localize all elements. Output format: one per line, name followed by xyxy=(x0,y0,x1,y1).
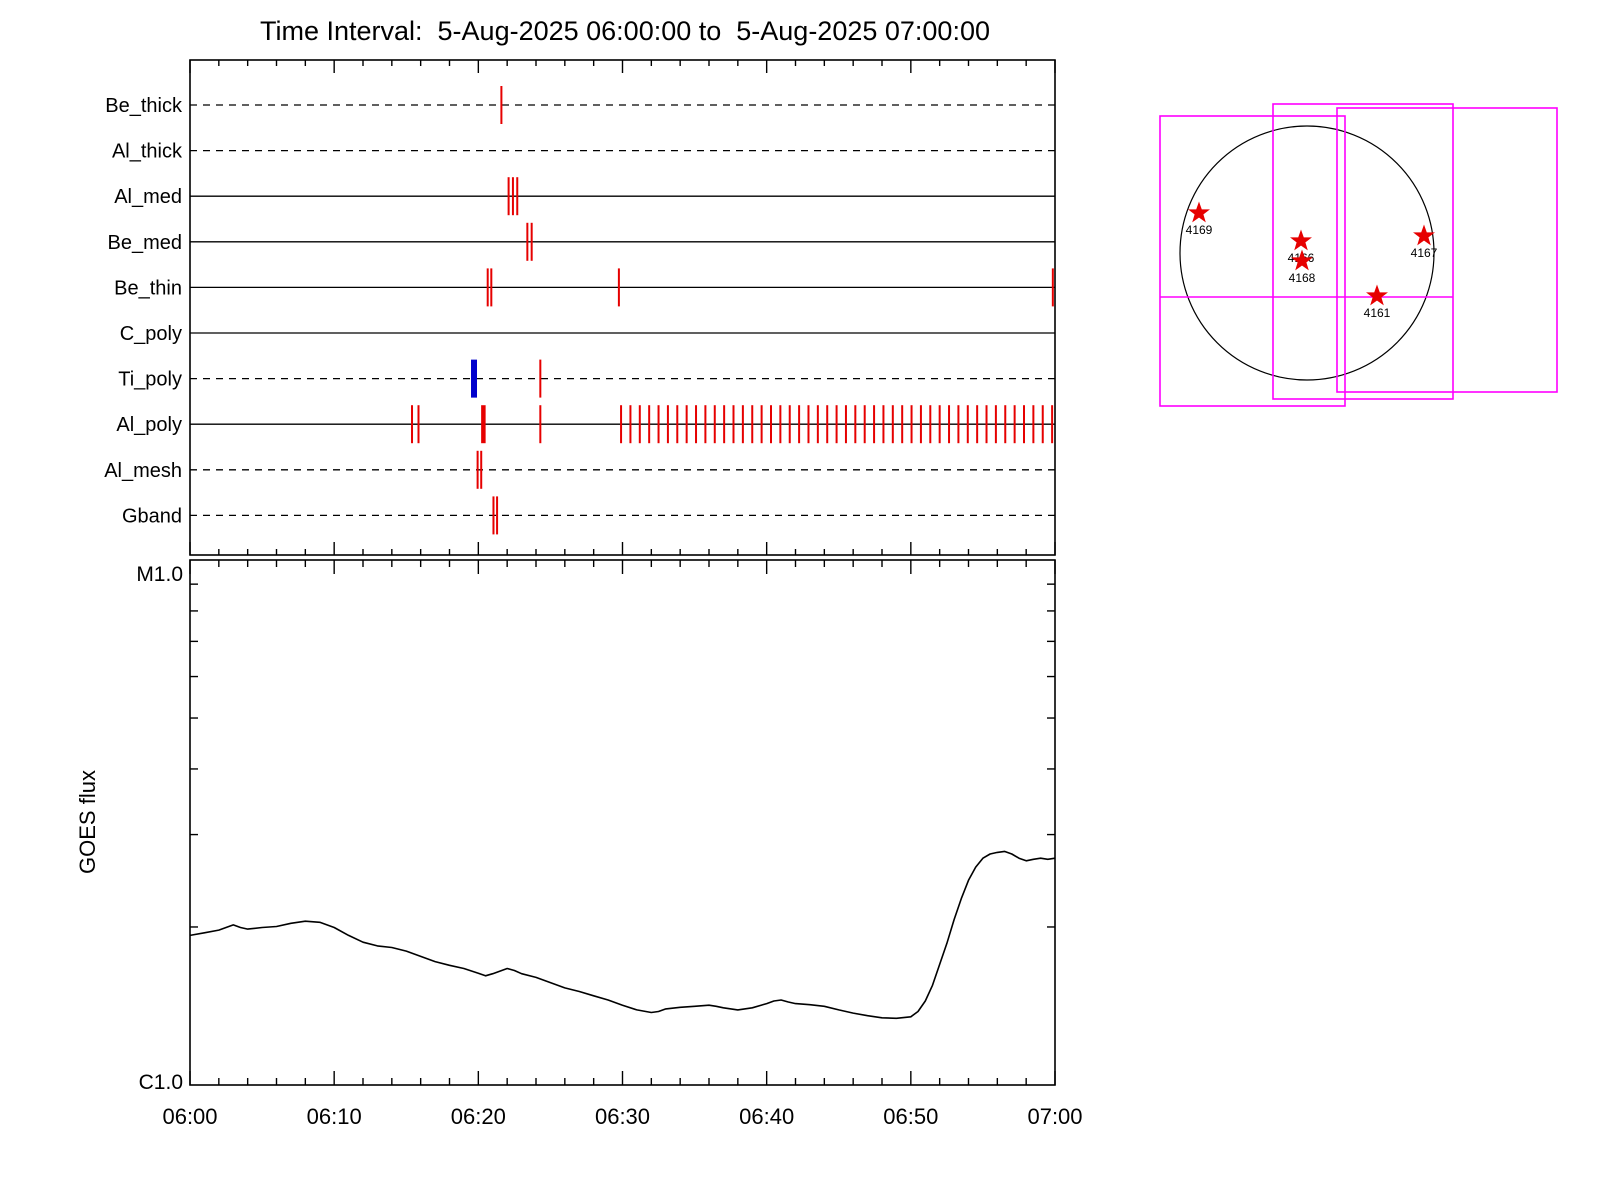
active-region-star xyxy=(1366,284,1388,306)
active-region-label: 4168 xyxy=(1289,271,1316,285)
goes-panel-border xyxy=(189,559,1056,1086)
solar-disk xyxy=(1179,125,1435,381)
filter-row-label-al_med: Al_med xyxy=(114,186,182,208)
filter-panel-border xyxy=(189,59,1056,556)
x-tick-label: 06:50 xyxy=(883,1104,938,1129)
x-tick-label: 07:00 xyxy=(1027,1104,1082,1129)
filter-row-label-al_poly: Al_poly xyxy=(116,414,182,436)
y-axis-title: GOES flux xyxy=(75,770,100,874)
filter-row-label-gband: Gband xyxy=(122,505,182,527)
active-region-star xyxy=(1188,201,1210,223)
filter-row-label-be_thick: Be_thick xyxy=(105,95,183,117)
filter-row-label-c_poly: C_poly xyxy=(120,323,182,345)
active-region-star xyxy=(1413,224,1435,246)
filter-row-label-be_med: Be_med xyxy=(108,232,183,254)
fov-box xyxy=(1159,115,1346,407)
fov-box xyxy=(1336,107,1558,393)
x-tick-label: 06:20 xyxy=(451,1104,506,1129)
active-region-label: 4169 xyxy=(1186,223,1213,237)
y-axis-top-label: M1.0 xyxy=(136,563,183,586)
x-tick-label: 06:40 xyxy=(739,1104,794,1129)
goes-flux-curve xyxy=(189,850,1056,1020)
filter-row-label-al_thick: Al_thick xyxy=(112,141,183,163)
y-axis-bottom-label: C1.0 xyxy=(139,1071,183,1094)
figure-title: Time Interval: 5-Aug-2025 06:00:00 to 5-… xyxy=(260,16,990,46)
active-region-star xyxy=(1290,229,1312,251)
active-region-label: 4161 xyxy=(1364,306,1391,320)
filter-row-label-ti_poly: Ti_poly xyxy=(118,369,182,391)
filter-row-label-be_thin: Be_thin xyxy=(114,277,182,299)
filter-row-label-al_mesh: Al_mesh xyxy=(104,460,182,482)
active-region-label: 4167 xyxy=(1411,246,1438,260)
active-region-star xyxy=(1291,249,1313,271)
fov-box xyxy=(1272,103,1454,400)
x-tick-label: 06:10 xyxy=(307,1104,362,1129)
x-tick-label: 06:00 xyxy=(162,1104,217,1129)
x-tick-label: 06:30 xyxy=(595,1104,650,1129)
